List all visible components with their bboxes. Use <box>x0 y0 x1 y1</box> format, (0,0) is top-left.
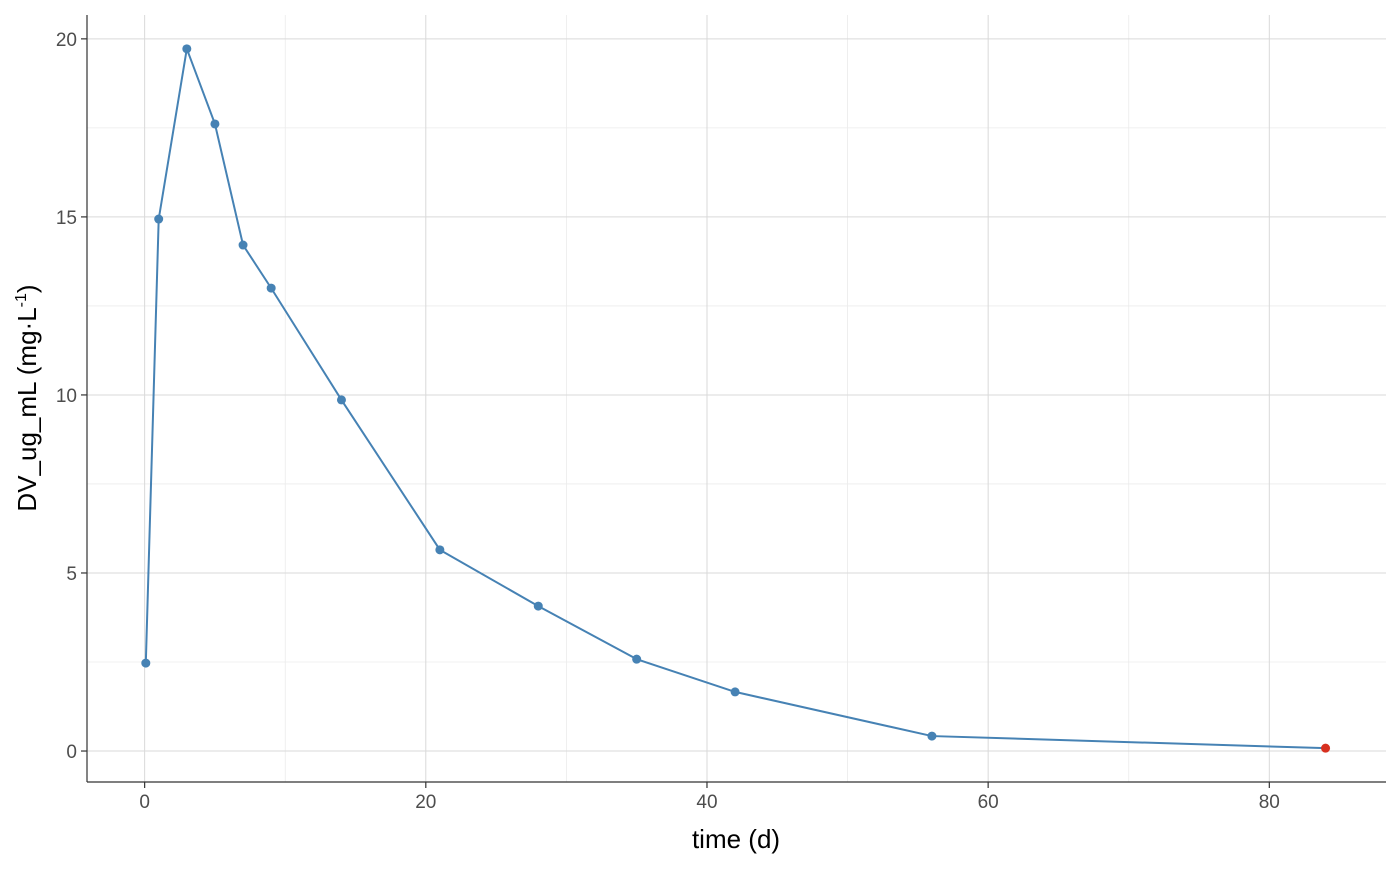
x-tick-label: 0 <box>139 792 150 813</box>
x-tick-label: 20 <box>415 792 436 813</box>
y-axis-label-close: ) <box>12 284 42 293</box>
data-point <box>141 658 151 668</box>
data-point <box>730 687 740 697</box>
data-point <box>336 395 346 405</box>
data-point <box>927 731 937 741</box>
y-tick-label: 15 <box>56 208 77 229</box>
data-point <box>210 119 220 129</box>
y-tick-label: 0 <box>66 742 77 763</box>
y-axis-label: DV_ug_mL (mg·L-1) <box>12 284 42 511</box>
series-line <box>144 44 1326 750</box>
axes: 0 20 40 60 80 0 5 10 15 20 <box>56 15 1386 813</box>
data-point <box>435 545 445 555</box>
data-point <box>238 240 248 250</box>
y-axis-label-sup: -1 <box>13 293 30 307</box>
data-point <box>632 654 642 664</box>
data-point <box>1321 743 1331 753</box>
y-tick-label: 20 <box>56 30 77 51</box>
data-point <box>266 283 276 293</box>
y-tick-label: 5 <box>66 564 77 585</box>
x-axis-label: time (d) <box>692 824 780 854</box>
data-point <box>533 601 543 611</box>
grid <box>87 15 1386 782</box>
data-point <box>154 214 164 224</box>
x-tick-label: 40 <box>696 792 717 813</box>
series <box>141 44 1331 753</box>
x-tick-label: 60 <box>978 792 999 813</box>
data-point <box>182 44 192 54</box>
x-tick-label: 80 <box>1259 792 1280 813</box>
y-tick-label: 10 <box>56 386 77 407</box>
y-axis-label-main: DV_ug_mL (mg·L <box>12 307 42 511</box>
